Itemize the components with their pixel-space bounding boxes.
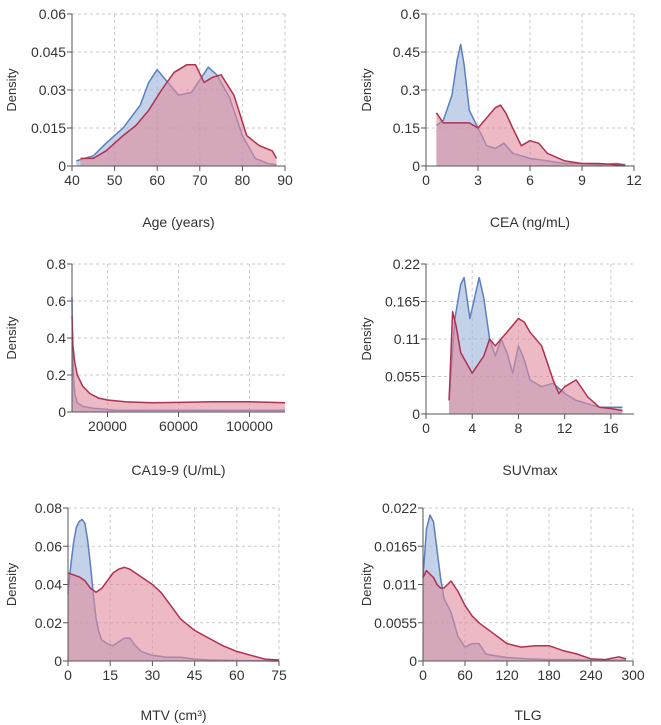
- y-axis-title: Density: [359, 317, 374, 361]
- x-tick-label: 50: [107, 172, 123, 188]
- y-axis-title: Density: [4, 562, 19, 606]
- x-tick-label: 4: [468, 420, 476, 436]
- x-tick-label: 180: [537, 667, 561, 683]
- x-tick-label: 300: [621, 667, 645, 683]
- x-tick-label: 8: [515, 420, 523, 436]
- y-tick-label: 0: [412, 158, 420, 174]
- density-chart: 0 4 8 12 16 0 0.055 0.11 0.165 0.22 SUVmax Density: [359, 256, 634, 478]
- y-tick-label: 0: [54, 653, 62, 669]
- y-tick-label: 0: [58, 404, 66, 420]
- x-tick-label: 20000: [88, 418, 127, 434]
- chart-panel-ca19-9: 20000 60000 100000 0 0.2 0.4 0.6 0.8 CA19-9 (U/m…: [0, 248, 330, 486]
- density-chart: 20000 60000 100000 0 0.2 0.4 0.6 0.8 CA19-9 (U/m…: [4, 256, 286, 478]
- chart-panel-mtv: 0 15 30 45 60 75 0 0.02 0.04 0.06 0.08 MTV (cm³) Den…: [0, 493, 330, 725]
- y-tick-label: 0.6: [47, 293, 67, 309]
- y-tick-label: 0.45: [393, 44, 420, 60]
- x-axis-title: CEA (ng/mL): [490, 214, 570, 230]
- x-tick-label: 0: [419, 667, 427, 683]
- y-tick-label: 0.06: [39, 6, 66, 22]
- x-tick-label: 6: [526, 172, 534, 188]
- x-tick-label: 60000: [159, 418, 198, 434]
- x-tick-label: 12: [557, 420, 573, 436]
- x-tick-label: 70: [192, 172, 208, 188]
- x-tick-label: 0: [64, 667, 72, 683]
- y-tick-label: 0.022: [382, 500, 417, 516]
- y-tick-label: 0.015: [31, 120, 66, 136]
- x-axis-title: MTV (cm³): [140, 707, 206, 723]
- y-tick-label: 0.6: [401, 6, 421, 22]
- grid: [72, 263, 285, 413]
- density-chart: 40 50 60 70 80 90 0 0.015 0.03 0.045 0.06 Age (year…: [4, 6, 293, 230]
- x-axis-title: SUVmax: [502, 462, 557, 478]
- x-tick-label: 40: [64, 172, 80, 188]
- y-tick-label: 0.03: [39, 82, 66, 98]
- density-chart: 0 15 30 45 60 75 0 0.02 0.04 0.06 0.08 MTV (cm³) Den…: [4, 500, 287, 723]
- x-tick-label: 100000: [226, 418, 273, 434]
- x-tick-label: 75: [271, 667, 287, 683]
- y-tick-label: 0.0055: [374, 615, 417, 631]
- x-tick-label: 9: [578, 172, 586, 188]
- x-tick-label: 30: [145, 667, 161, 683]
- y-tick-label: 0.055: [385, 369, 420, 385]
- density-area-red: [449, 311, 623, 414]
- y-tick-label: 0.06: [35, 538, 62, 554]
- y-tick-label: 0.22: [393, 256, 420, 272]
- x-tick-label: 60: [149, 172, 165, 188]
- x-tick-label: 60: [229, 667, 245, 683]
- x-tick-label: 60: [457, 667, 473, 683]
- chart-panel-age: 40 50 60 70 80 90 0 0.015 0.03 0.045 0.06 Age (year…: [0, 0, 330, 240]
- density-line-red: [448, 310, 623, 412]
- density-line-red: [422, 569, 627, 661]
- x-tick-label: 16: [603, 420, 619, 436]
- chart-panel-suvmax: 0 4 8 12 16 0 0.055 0.11 0.165 0.22 SUVmax Density: [355, 248, 661, 486]
- y-tick-label: 0: [409, 653, 417, 669]
- y-tick-label: 0.04: [35, 577, 62, 593]
- y-axis-title: Density: [4, 68, 19, 112]
- y-tick-label: 0.15: [393, 120, 420, 136]
- y-tick-label: 0.165: [385, 294, 420, 310]
- density-area-red: [80, 64, 277, 166]
- x-axis-title: Age (years): [142, 214, 214, 230]
- y-axis-title: Density: [4, 316, 19, 360]
- y-tick-label: 0.011: [383, 577, 417, 593]
- x-tick-label: 0: [422, 420, 430, 436]
- chart-panel-cea: 0 3 6 9 12 0 0.15 0.3 0.45 0.6 CEA (ng/mL) Density: [355, 0, 661, 240]
- density-chart: 0 60 120 180 240 300 0 0.0055 0.011 0.0165 0.022 TL…: [359, 500, 645, 723]
- y-tick-label: 0.08: [35, 500, 62, 516]
- density-line-red: [71, 315, 286, 404]
- y-axis-title: Density: [359, 562, 374, 606]
- y-tick-label: 0.11: [394, 331, 420, 347]
- y-tick-label: 0.4: [47, 330, 67, 346]
- density-line-red: [80, 63, 278, 160]
- x-tick-label: 45: [187, 667, 203, 683]
- x-tick-label: 90: [277, 172, 293, 188]
- y-tick-label: 0.3: [401, 82, 421, 98]
- x-tick-label: 12: [626, 172, 642, 188]
- density-area-red: [423, 570, 626, 661]
- x-tick-label: 80: [235, 172, 251, 188]
- density-area-red: [68, 567, 279, 661]
- density-chart: 0 3 6 9 12 0 0.15 0.3 0.45 0.6 CEA (ng/mL) Density: [359, 6, 642, 230]
- x-tick-label: 240: [579, 667, 603, 683]
- x-tick-label: 0: [422, 172, 430, 188]
- x-axis-title: CA19-9 (U/mL): [131, 462, 225, 478]
- x-tick-label: 120: [495, 667, 519, 683]
- x-tick-label: 15: [102, 667, 118, 683]
- y-tick-label: 0.0165: [374, 538, 417, 554]
- chart-panel-tlg: 0 60 120 180 240 300 0 0.0055 0.011 0.0165 0.022 TL…: [355, 493, 661, 725]
- y-tick-label: 0.045: [31, 44, 66, 60]
- y-axis-title: Density: [359, 68, 374, 112]
- y-tick-label: 0.8: [47, 256, 67, 272]
- density-line-red: [67, 566, 280, 661]
- density-area-red: [436, 105, 626, 166]
- x-tick-label: 3: [474, 172, 482, 188]
- x-axis-title: TLG: [514, 707, 541, 723]
- y-tick-label: 0.2: [47, 367, 67, 383]
- density-line-red: [435, 104, 626, 167]
- y-tick-label: 0.02: [35, 615, 62, 631]
- y-tick-label: 0: [412, 406, 420, 422]
- y-tick-label: 0: [58, 158, 66, 174]
